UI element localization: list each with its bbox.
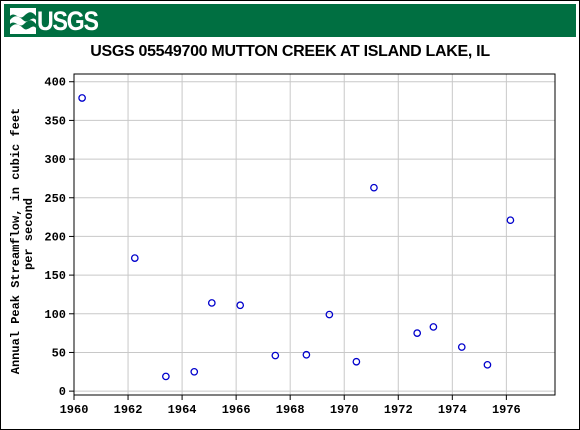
data-point[interactable]	[271, 351, 280, 360]
usgs-banner: USGS	[4, 4, 576, 37]
usgs-wave-icon	[10, 8, 36, 34]
x-tick-label: 1962	[114, 403, 143, 417]
y-tick-label: 400	[44, 76, 66, 90]
chart-title: USGS 05549700 MUTTON CREEK AT ISLAND LAK…	[90, 43, 490, 60]
data-point[interactable]	[429, 323, 438, 331]
plot-area	[73, 73, 556, 396]
data-point[interactable]	[78, 94, 86, 102]
y-axis-label-line2: per second	[22, 198, 36, 270]
x-tick-label: 1970	[330, 403, 359, 417]
data-point[interactable]	[370, 183, 378, 192]
data-point[interactable]	[352, 357, 361, 366]
y-tick-label: 200	[44, 230, 66, 244]
axis-ticks: 1960 1962 1964 1966 1968 1970 1972 1974 1976 0 50 1…	[44, 76, 520, 417]
data-point[interactable]	[162, 372, 170, 381]
data-point[interactable]	[236, 301, 245, 310]
x-tick-label: 1974	[438, 403, 467, 417]
y-axis-label-line1: Annual Peak Streamflow, in cubic feet	[9, 108, 23, 374]
y-tick-label: 350	[44, 114, 66, 128]
y-tick-label: 150	[44, 269, 66, 283]
usgs-logo[interactable]: USGS	[10, 7, 108, 35]
x-tick-label: 1960	[60, 403, 89, 417]
data-point[interactable]	[506, 216, 515, 225]
y-tick-label: 0	[59, 385, 66, 399]
x-tick-label: 1964	[168, 403, 197, 417]
data-point[interactable]	[483, 360, 492, 369]
data-point[interactable]	[130, 254, 139, 262]
y-tick-label: 300	[44, 153, 66, 167]
x-tick-label: 1972	[384, 403, 413, 417]
data-point[interactable]	[302, 350, 311, 359]
x-tick-label: 1968	[276, 403, 305, 417]
x-tick-label: 1966	[222, 403, 251, 417]
data-point[interactable]	[325, 310, 334, 319]
data-points	[78, 94, 515, 381]
y-tick-label: 250	[44, 192, 66, 206]
y-tick-label: 50	[52, 346, 66, 360]
x-tick-label: 1976	[492, 403, 521, 417]
data-point[interactable]	[457, 343, 466, 351]
usgs-logo-text: USGS	[37, 6, 99, 36]
data-point[interactable]	[190, 367, 199, 376]
grid-lines	[73, 74, 555, 395]
y-tick-label: 100	[44, 308, 66, 322]
data-point[interactable]	[207, 299, 216, 307]
data-point[interactable]	[413, 329, 422, 337]
